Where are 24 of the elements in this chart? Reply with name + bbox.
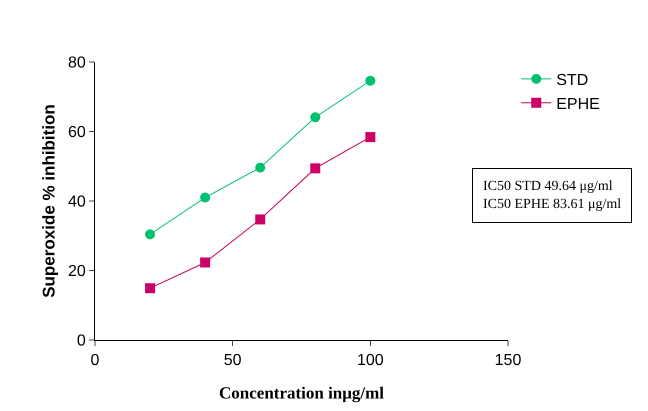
x-tick-label: 50	[224, 352, 242, 370]
y-tick-label: 80	[68, 54, 86, 72]
x-tick-label: 150	[494, 352, 522, 370]
x-tick-label: 100	[356, 352, 384, 370]
y-axis-title: Superoxide % inhibition	[40, 104, 59, 298]
legend-label: STD	[556, 72, 588, 90]
point	[365, 76, 376, 86]
y-tick-label: 0	[76, 332, 86, 350]
legend-label: EPHE	[556, 96, 600, 113]
point	[200, 192, 210, 203]
point	[145, 229, 156, 240]
y-tick-label: 60	[68, 124, 86, 142]
point	[255, 214, 266, 224]
point	[145, 283, 156, 294]
point	[365, 132, 376, 142]
point	[310, 163, 320, 174]
point	[200, 258, 210, 268]
y-tick-label: 40	[68, 194, 86, 211]
x-tick-label: 0	[90, 352, 100, 370]
x-axis-title: Concentration inμg/ml	[219, 384, 384, 403]
point	[255, 162, 266, 173]
point	[310, 112, 320, 122]
y-tick-label: 20	[68, 263, 86, 280]
annotation: IC50 STD 49.64 μg/ml IC50 EPHE 83.61 μg/ml	[483, 179, 622, 212]
